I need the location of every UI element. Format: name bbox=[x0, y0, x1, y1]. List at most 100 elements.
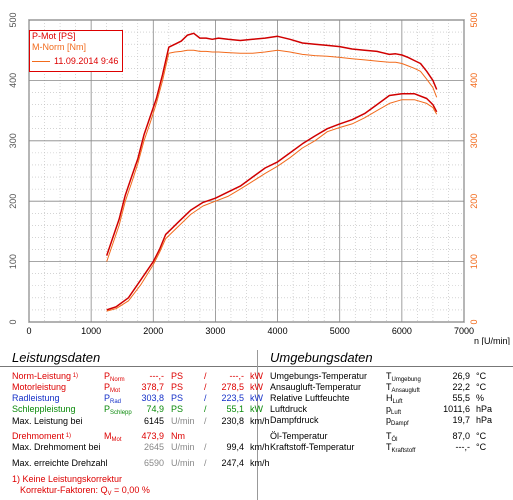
y-right-tick-label: 400 bbox=[469, 73, 479, 88]
max-drehmoment-rpm-unit: U/min bbox=[171, 442, 195, 452]
y-left-tick-label: 500 bbox=[8, 12, 18, 27]
leistung-symbol-subscript: Mot bbox=[110, 388, 121, 394]
max-leistung-speed-unit: km/h bbox=[250, 416, 270, 426]
leistung-symbol: PSchlepp bbox=[104, 404, 132, 416]
leistung-label: Motorleistung bbox=[12, 382, 67, 392]
y-right-tick-label: 500 bbox=[469, 12, 479, 27]
umgebung-symbol-symbol: T bbox=[386, 382, 392, 392]
leistung-symbol-subscript: Rad bbox=[110, 399, 122, 405]
leistung-symbol: PMot bbox=[104, 382, 120, 394]
max-drehzahl-speed-unit: km/h bbox=[250, 458, 270, 468]
legend-swatch bbox=[32, 61, 50, 63]
umgebung-symbol: TÖl bbox=[386, 431, 398, 443]
leistung-value-kw: ---,- bbox=[229, 371, 245, 381]
max-drehmoment-speed-unit: km/h bbox=[250, 442, 270, 452]
series-line-2 bbox=[105, 32, 438, 256]
leistungsdaten-title: Leistungsdaten bbox=[12, 350, 101, 365]
drehmoment-label: Drehmoment 1) bbox=[12, 431, 72, 441]
max-leistung-speed: 230,8 bbox=[221, 416, 244, 426]
footnote-marker: 1) bbox=[64, 433, 72, 439]
panel-separator bbox=[257, 350, 258, 500]
umgebung-unit: °C bbox=[476, 371, 487, 381]
umgebung-unit: % bbox=[476, 393, 485, 403]
footnote-line2: Korrektur-Faktoren: QV = 0,00 % bbox=[20, 485, 150, 497]
y-left-tick-label: 400 bbox=[8, 73, 18, 88]
umgebung-unit: °C bbox=[476, 442, 487, 452]
footnote-subscript: V bbox=[107, 491, 112, 497]
drehmoment-symbol-subscript: Mot bbox=[111, 437, 122, 443]
umgebung-value: 1011,6 bbox=[443, 404, 470, 414]
x-tick-label: 5000 bbox=[330, 326, 350, 336]
footnote-line1: 1) Keine Leistungskorrektur bbox=[12, 474, 123, 484]
umgebung-value: 55,5 bbox=[452, 393, 470, 403]
x-tick-label: 6000 bbox=[392, 326, 412, 336]
umgebung-symbol-subscript: Luft bbox=[392, 399, 403, 405]
drehmoment-unit: Nm bbox=[171, 431, 185, 441]
x-tick-label: 4000 bbox=[268, 326, 288, 336]
max-drehmoment-sep: / bbox=[204, 442, 207, 452]
x-tick-label: 0 bbox=[26, 326, 31, 336]
umgebung-value: 19,7 bbox=[452, 415, 470, 425]
umgebung-symbol-symbol: p bbox=[386, 404, 392, 414]
umgebung-symbol-symbol: T bbox=[386, 431, 392, 441]
umgebung-symbol: pLuft bbox=[386, 404, 401, 416]
leistung-unit-ps: PS bbox=[171, 393, 184, 403]
leistung-value-ps: ---,- bbox=[149, 371, 165, 381]
max-leistung-rpm: 6145 bbox=[143, 416, 164, 426]
y-left-tick-label: 100 bbox=[8, 254, 18, 269]
leistung-sep: / bbox=[204, 371, 207, 381]
leistung-value-ps: 378,7 bbox=[141, 382, 164, 392]
leistung-symbol-subscript: Schlepp bbox=[110, 410, 132, 416]
leistung-unit-kw: kW bbox=[250, 382, 263, 392]
panel-header-line bbox=[0, 366, 513, 367]
legend-series1: P-Mot [PS] bbox=[32, 31, 76, 41]
umgebung-symbol-symbol: T bbox=[386, 442, 392, 452]
x-tick-label: 2000 bbox=[143, 326, 163, 336]
umgebung-symbol-subscript: Dampf bbox=[391, 421, 409, 427]
leistung-unit-kw: kW bbox=[250, 393, 263, 403]
series-group bbox=[105, 32, 438, 312]
max-drehzahl-rpm: 6590 bbox=[143, 458, 164, 468]
max-drehzahl-rpm-unit: U/min bbox=[171, 458, 195, 468]
y-right-tick-label: 0 bbox=[469, 319, 479, 324]
umgebung-symbol-subscript: Ansaugluft bbox=[391, 388, 420, 394]
umgebung-label: Luftdruck bbox=[270, 404, 308, 414]
drehmoment-value: 473,9 bbox=[141, 431, 164, 441]
leistung-unit-kw: kW bbox=[250, 371, 263, 381]
umgebung-symbol: TKraftstoff bbox=[386, 442, 415, 454]
y-right-tick-label: 300 bbox=[469, 133, 479, 148]
leistung-symbol-symbol: P bbox=[104, 371, 111, 381]
x-tick-label: 3000 bbox=[205, 326, 225, 336]
leistung-symbol-symbol: P bbox=[104, 404, 111, 414]
drehmoment-symbol-symbol: M bbox=[104, 431, 112, 441]
legend-entry: 11.09.2014 9:46 bbox=[32, 56, 118, 67]
leistung-unit-ps: PS bbox=[171, 371, 184, 381]
umgebung-label: Relative Luftfeuchte bbox=[270, 393, 350, 403]
drehmoment-symbol: MMot bbox=[104, 431, 122, 443]
umgebung-symbol-subscript: Umgebung bbox=[391, 377, 421, 383]
umgebung-symbol-symbol: H bbox=[386, 393, 393, 403]
umgebung-symbol-subscript: Öl bbox=[391, 437, 398, 443]
y-left-tick-label: 300 bbox=[8, 133, 18, 148]
umgebung-label: Umgebungs-Temperatur bbox=[270, 371, 368, 381]
umgebung-label: Dampfdruck bbox=[270, 415, 319, 425]
chart-legend: P-Mot [PS] M-Norm [Nm] 11.09.2014 9:46 bbox=[29, 30, 123, 72]
legend-entry-label: 11.09.2014 9:46 bbox=[54, 56, 119, 66]
umgebung-unit: °C bbox=[476, 382, 487, 392]
max-leistung-label: Max. Leistung bei bbox=[12, 416, 83, 426]
leistung-unit-ps: PS bbox=[171, 382, 184, 392]
x-tick-label: 7000 bbox=[454, 326, 474, 336]
umgebung-symbol-symbol: T bbox=[386, 371, 392, 381]
umgebung-value: 26,9 bbox=[452, 371, 470, 381]
leistung-label: Schleppleistung bbox=[12, 404, 76, 414]
max-drehmoment-label: Max. Drehmoment bei bbox=[12, 442, 101, 452]
leistung-value-ps: 303,8 bbox=[141, 393, 164, 403]
umgebung-symbol-subscript: Luft bbox=[391, 410, 402, 416]
umgebung-symbol: pDampf bbox=[386, 415, 409, 427]
leistung-value-ps: 74,9 bbox=[146, 404, 164, 414]
max-leistung-rpm-unit: U/min bbox=[171, 416, 195, 426]
leistung-value-kw: 55,1 bbox=[226, 404, 244, 414]
x-tick-label: 1000 bbox=[81, 326, 101, 336]
umgebung-value: 22,2 bbox=[452, 382, 470, 392]
